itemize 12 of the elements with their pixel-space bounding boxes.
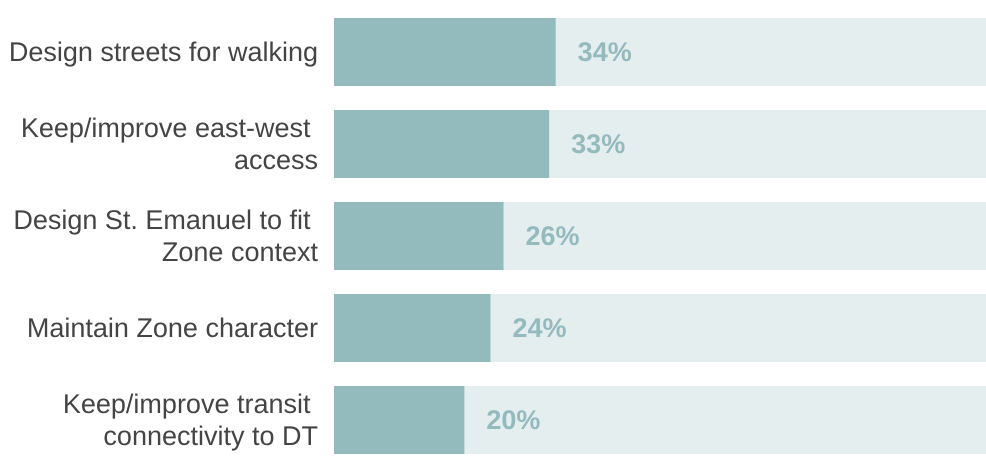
data-label: 34% — [578, 37, 632, 67]
y-tick-label: Maintain Zone character — [26, 313, 318, 343]
y-tick-label: Design St. Emanuel to fit Zone context — [13, 205, 318, 267]
y-tick-label: Keep/improve east-west access — [20, 113, 318, 175]
data-label: 20% — [486, 405, 540, 435]
data-label: 26% — [526, 221, 580, 251]
bar — [334, 294, 490, 362]
bar — [334, 386, 464, 454]
data-label: 33% — [571, 129, 626, 159]
y-tick-label: Keep/improve transit connectivity to DT — [62, 389, 318, 451]
y-tick-label: Design streets for walking — [8, 37, 318, 67]
data-label: 24% — [512, 313, 567, 343]
